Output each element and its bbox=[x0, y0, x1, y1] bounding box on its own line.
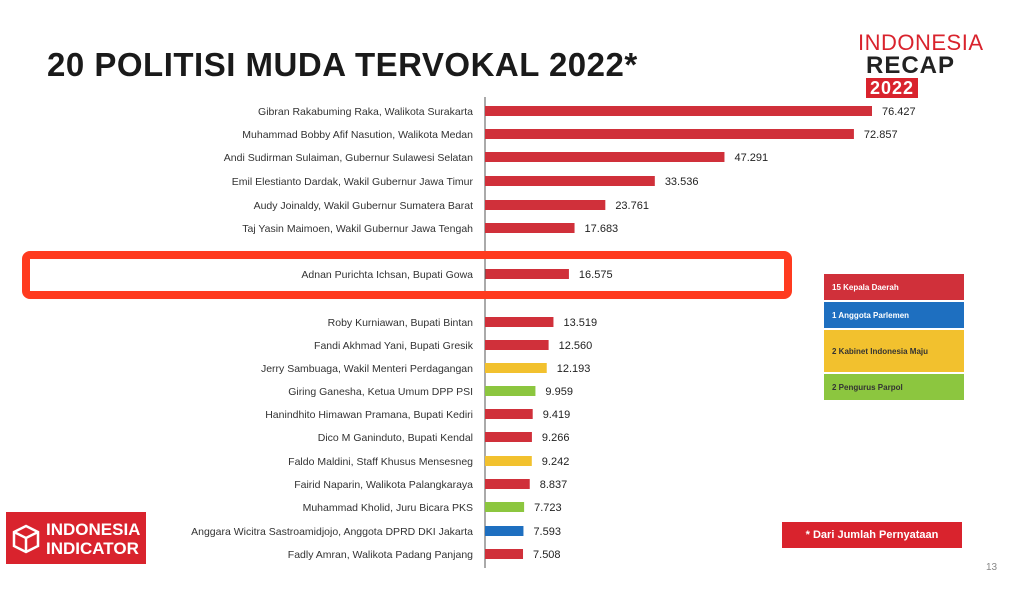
value-label: 13.519 bbox=[563, 317, 597, 329]
category-label: Giring Ganesha, Ketua Umum DPP PSI bbox=[288, 386, 473, 398]
category-label: Anggara Wicitra Sastroamidjojo, Anggota … bbox=[191, 526, 473, 538]
category-label: Fandi Akhmad Yani, Bupati Gresik bbox=[314, 340, 474, 352]
category-label: Gibran Rakabuming Raka, Walikota Surakar… bbox=[258, 106, 473, 118]
bar bbox=[485, 363, 547, 373]
logo-indicator-line-2: INDICATOR bbox=[46, 539, 139, 558]
category-label: Roby Kurniawan, Bupati Bintan bbox=[328, 317, 473, 329]
legend-parpol: 2 Pengurus Parpol bbox=[824, 374, 964, 400]
value-label: 23.761 bbox=[615, 200, 649, 212]
bar bbox=[485, 129, 854, 139]
category-label: Fadly Amran, Walikota Padang Panjang bbox=[288, 549, 473, 561]
value-label: 76.427 bbox=[882, 106, 916, 118]
bar bbox=[485, 479, 530, 489]
category-label: Dico M Ganinduto, Bupati Kendal bbox=[318, 432, 473, 444]
legend-kepala-daerah: 15 Kepala Daerah bbox=[824, 274, 964, 300]
value-label: 17.683 bbox=[585, 223, 619, 235]
page-number: 13 bbox=[986, 562, 998, 573]
logo-line-3: 2022 bbox=[866, 78, 919, 98]
value-label: 47.291 bbox=[734, 152, 768, 164]
bar bbox=[485, 432, 532, 442]
bar bbox=[485, 317, 554, 327]
bar bbox=[485, 269, 569, 279]
value-label: 12.193 bbox=[557, 363, 591, 375]
footnote-box: * Dari Jumlah Pernyataan bbox=[782, 522, 962, 548]
bar bbox=[485, 549, 524, 559]
value-label: 9.242 bbox=[542, 456, 570, 468]
bar bbox=[485, 176, 655, 186]
value-label: 7.508 bbox=[533, 549, 561, 561]
bar bbox=[485, 502, 525, 512]
bar bbox=[485, 456, 532, 466]
logo-indicator-line-1: INDONESIA bbox=[46, 520, 141, 539]
value-label: 9.266 bbox=[542, 432, 570, 444]
highlight-box bbox=[22, 251, 792, 299]
value-label: 72.857 bbox=[864, 129, 898, 141]
bar bbox=[485, 223, 575, 233]
value-label: 12.560 bbox=[559, 340, 593, 352]
logo-line-2: RECAP bbox=[866, 52, 956, 79]
bar bbox=[485, 409, 533, 419]
category-label: Taj Yasin Maimoen, Wakil Gubernur Jawa T… bbox=[242, 223, 473, 235]
value-label: 16.575 bbox=[579, 269, 613, 281]
value-label: 9.419 bbox=[543, 409, 571, 421]
category-label: Audy Joinaldy, Wakil Gubernur Sumatera B… bbox=[254, 200, 474, 212]
cube-icon bbox=[12, 524, 40, 554]
category-label: Andi Sudirman Sulaiman, Gubernur Sulawes… bbox=[224, 152, 473, 164]
logo-line-1: INDONESIA bbox=[858, 30, 984, 55]
category-label: Faldo Maldini, Staff Khusus Mensesneg bbox=[288, 456, 473, 468]
bar bbox=[485, 340, 549, 350]
category-label: Emil Elestianto Dardak, Wakil Gubernur J… bbox=[232, 176, 474, 188]
bar bbox=[485, 386, 536, 396]
value-label: 9.959 bbox=[545, 386, 573, 398]
bar bbox=[485, 106, 872, 116]
value-label: 33.536 bbox=[665, 176, 699, 188]
indonesia-indicator-logo: INDONESIA INDICATOR bbox=[6, 512, 146, 564]
bar bbox=[485, 200, 606, 210]
value-label: 7.723 bbox=[534, 502, 562, 514]
page-title: 20 POLITISI MUDA TERVOKAL 2022* bbox=[47, 46, 638, 83]
legend-anggota-parlemen: 1 Anggota Parlemen bbox=[824, 302, 964, 328]
category-label: Muhammad Kholid, Juru Bicara PKS bbox=[303, 502, 473, 514]
bar bbox=[485, 526, 524, 536]
legend-kabinet: 2 Kabinet Indonesia Maju bbox=[824, 330, 964, 372]
category-label: Fairid Naparin, Walikota Palangkaraya bbox=[294, 479, 473, 491]
category-label: Hanindhito Himawan Pramana, Bupati Kedir… bbox=[265, 409, 473, 421]
bar bbox=[485, 152, 725, 162]
category-label: Jerry Sambuaga, Wakil Menteri Perdaganga… bbox=[261, 363, 473, 375]
value-label: 7.593 bbox=[533, 526, 561, 538]
category-label: Muhammad Bobby Afif Nasution, Walikota M… bbox=[242, 129, 473, 141]
value-label: 8.837 bbox=[540, 479, 568, 491]
indonesia-recap-logo: INDONESIA RECAP 2022 bbox=[858, 32, 998, 99]
category-label: Adnan Purichta Ichsan, Bupati Gowa bbox=[301, 269, 473, 281]
